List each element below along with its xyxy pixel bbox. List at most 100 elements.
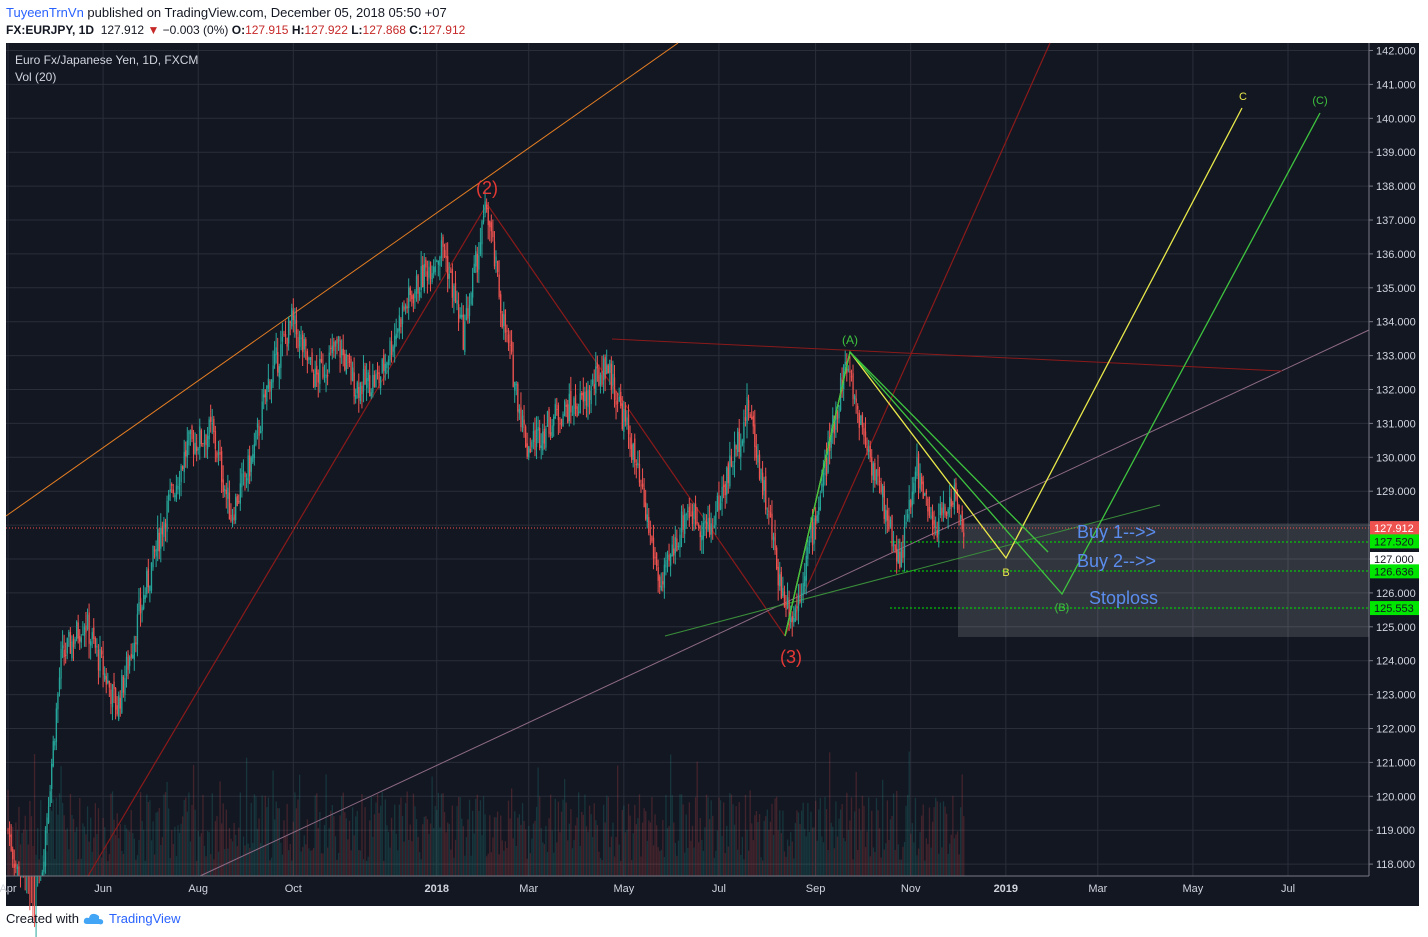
candle-body[interactable] [735, 445, 737, 450]
candle-body[interactable] [847, 368, 850, 371]
candle-body[interactable] [882, 486, 884, 498]
candle-body[interactable] [504, 309, 507, 333]
candle-body[interactable] [582, 392, 584, 402]
candle-body[interactable] [708, 517, 711, 535]
candle-body[interactable] [316, 365, 318, 375]
candle-body[interactable] [699, 531, 701, 538]
candle-body[interactable] [512, 354, 514, 387]
candle-body[interactable] [55, 708, 58, 742]
candle-body[interactable] [216, 452, 218, 458]
candle-body[interactable] [673, 548, 675, 556]
candle-body[interactable] [790, 617, 792, 623]
candle-body[interactable] [157, 529, 159, 551]
candle-body[interactable] [264, 389, 266, 398]
candle-body[interactable] [543, 428, 546, 444]
candle-body[interactable] [503, 314, 505, 327]
candle-body[interactable] [345, 354, 348, 374]
candle-body[interactable] [723, 485, 725, 487]
candle-body[interactable] [521, 415, 524, 428]
candle-body[interactable] [105, 675, 107, 685]
candle-body[interactable] [41, 872, 43, 876]
candle-body[interactable] [220, 451, 223, 483]
candle-body[interactable] [941, 507, 943, 516]
candle-body[interactable] [883, 486, 885, 520]
candle-body[interactable] [306, 351, 309, 361]
candle-body[interactable] [785, 602, 787, 611]
candle-body[interactable] [49, 791, 51, 807]
candle-body[interactable] [624, 405, 627, 422]
candle-body[interactable] [621, 403, 623, 430]
candle-body[interactable] [124, 678, 126, 695]
candle-body[interactable] [167, 494, 170, 501]
candle-body[interactable] [824, 461, 826, 475]
candle-body[interactable] [208, 419, 210, 440]
candle-body[interactable] [183, 451, 185, 473]
candle-body[interactable] [860, 415, 862, 425]
candle-body[interactable] [189, 430, 192, 434]
candle-body[interactable] [754, 424, 756, 448]
candle-body[interactable] [674, 537, 676, 554]
candle-body[interactable] [214, 431, 217, 450]
candle-body[interactable] [160, 527, 162, 549]
candle-body[interactable] [255, 430, 257, 445]
candle-body[interactable] [146, 570, 148, 594]
candle-body[interactable] [825, 457, 828, 477]
candle-body[interactable] [568, 393, 570, 422]
candle-body[interactable] [868, 449, 870, 452]
candle-body[interactable] [325, 374, 327, 379]
candle-body[interactable] [688, 506, 691, 518]
candle-body[interactable] [707, 518, 709, 531]
candle-body[interactable] [534, 430, 536, 451]
candle-body[interactable] [409, 287, 411, 295]
candle-body[interactable] [138, 602, 140, 612]
candle-body[interactable] [186, 440, 188, 458]
candle-body[interactable] [225, 489, 227, 495]
candle-body[interactable] [199, 426, 201, 449]
candle-body[interactable] [495, 256, 497, 263]
candle-body[interactable] [82, 634, 84, 636]
candle-body[interactable] [685, 514, 687, 516]
candle-body[interactable] [855, 398, 857, 403]
candle-body[interactable] [44, 830, 47, 867]
candle-body[interactable] [606, 364, 608, 374]
candle-body[interactable] [810, 523, 812, 539]
candle-body[interactable] [337, 336, 340, 342]
candle-body[interactable] [744, 417, 747, 421]
candle-body[interactable] [116, 705, 118, 715]
candle-body[interactable] [780, 571, 783, 599]
candle-body[interactable] [751, 417, 753, 419]
candle-body[interactable] [305, 339, 307, 347]
candle-body[interactable] [93, 627, 95, 639]
candle-body[interactable] [791, 616, 793, 622]
candle-body[interactable] [610, 363, 613, 390]
candle-body[interactable] [267, 378, 270, 389]
candle-body[interactable] [54, 741, 56, 746]
candle-body[interactable] [436, 260, 438, 262]
candle-body[interactable] [663, 564, 666, 588]
candle-body[interactable] [738, 428, 740, 452]
candle-body[interactable] [612, 373, 614, 386]
candle-body[interactable] [367, 372, 369, 382]
candle-body[interactable] [808, 540, 811, 547]
candle-body[interactable] [244, 473, 246, 478]
candle-body[interactable] [961, 510, 963, 530]
candle-body[interactable] [905, 522, 907, 525]
candle-body[interactable] [531, 441, 533, 448]
candle-body[interactable] [286, 337, 288, 347]
candle-body[interactable] [958, 505, 960, 515]
candle-body[interactable] [772, 536, 775, 541]
candle-body[interactable] [342, 348, 344, 356]
candle-body[interactable] [654, 556, 656, 558]
candle-body[interactable] [356, 382, 358, 394]
candle-body[interactable] [431, 273, 433, 282]
candle-body[interactable] [710, 523, 712, 535]
candle-body[interactable] [472, 273, 474, 298]
candle-body[interactable] [634, 438, 636, 463]
candle-body[interactable] [925, 490, 927, 495]
candle-body[interactable] [588, 390, 591, 401]
candle-body[interactable] [629, 437, 631, 450]
candle-body[interactable] [526, 443, 528, 457]
candle-body[interactable] [827, 442, 829, 473]
candle-body[interactable] [553, 416, 555, 426]
candle-body[interactable] [616, 402, 619, 404]
